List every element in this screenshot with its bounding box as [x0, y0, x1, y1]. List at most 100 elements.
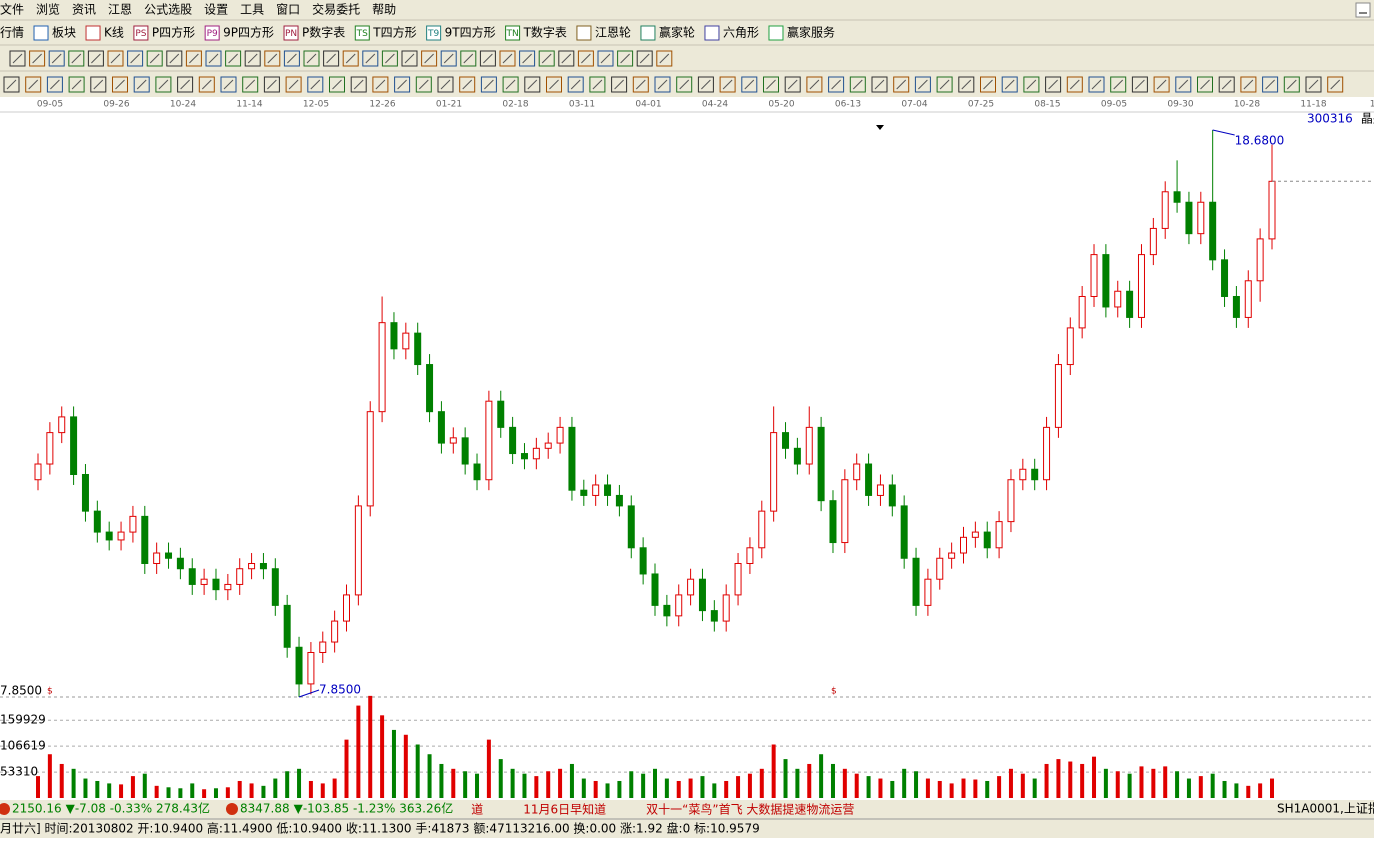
toolbar-icon[interactable] — [505, 25, 521, 41]
tool-button[interactable] — [3, 76, 20, 93]
tool-button[interactable] — [763, 76, 779, 93]
tool-button[interactable] — [828, 76, 845, 93]
tool-button[interactable] — [1045, 76, 1062, 93]
menu-item[interactable]: 窗口 — [276, 3, 300, 17]
tool-button[interactable] — [654, 76, 671, 93]
toolbar-label[interactable]: T四方形 — [372, 25, 416, 40]
menu-item[interactable]: 江恩 — [108, 3, 132, 17]
tool-button[interactable] — [155, 76, 172, 93]
tool-button[interactable] — [502, 76, 519, 93]
toolbar-label[interactable]: T数字表 — [523, 25, 567, 40]
tool-button[interactable] — [597, 50, 614, 67]
tool-button[interactable] — [1218, 76, 1235, 93]
tool-button[interactable] — [480, 76, 497, 93]
tool-button[interactable] — [741, 76, 758, 93]
tool-button[interactable] — [589, 76, 606, 93]
toolbar-icon[interactable] — [576, 25, 592, 41]
tool-button[interactable] — [1327, 76, 1344, 93]
tool-button[interactable] — [283, 50, 300, 67]
tool-button[interactable] — [263, 76, 280, 93]
menu-item[interactable]: 设置 — [204, 3, 228, 17]
menu-item[interactable]: 公式选股 — [144, 3, 192, 17]
tool-button[interactable] — [303, 50, 320, 67]
tool-button[interactable] — [437, 76, 454, 93]
menu-item[interactable]: 浏览 — [36, 2, 60, 17]
tool-button[interactable] — [611, 76, 628, 93]
tool-button[interactable] — [362, 50, 379, 67]
toolbar-label[interactable]: 六角形 — [723, 26, 759, 40]
tool-button[interactable] — [401, 50, 418, 67]
tool-button[interactable] — [48, 50, 65, 67]
tool-button[interactable] — [307, 76, 324, 93]
tool-button[interactable] — [146, 50, 163, 67]
tool-button[interactable] — [538, 50, 555, 67]
tool-button[interactable] — [1240, 76, 1257, 93]
tool-button[interactable] — [329, 76, 345, 93]
tool-button[interactable] — [980, 76, 996, 93]
tool-button[interactable] — [871, 76, 888, 93]
toolbar-label[interactable]: 行情 — [0, 26, 24, 40]
tool-button[interactable] — [1197, 76, 1213, 93]
tool-button[interactable] — [440, 50, 457, 67]
tool-button[interactable] — [133, 76, 150, 93]
tool-button[interactable] — [68, 76, 85, 93]
menu-item[interactable]: 帮助 — [372, 3, 396, 17]
tool-button[interactable] — [617, 50, 634, 67]
tool-button[interactable] — [285, 76, 302, 93]
tool-button[interactable] — [676, 76, 693, 93]
tool-button[interactable] — [177, 76, 194, 93]
tool-button[interactable] — [220, 76, 237, 93]
tool-button[interactable] — [205, 50, 222, 67]
toolbar-icon[interactable] — [85, 25, 101, 41]
tool-button[interactable] — [719, 76, 736, 93]
tool-button[interactable] — [1001, 76, 1018, 93]
toolbar-label[interactable]: P数字表 — [302, 25, 345, 40]
toolbar-icon[interactable] — [204, 25, 220, 41]
toolbar-icon[interactable] — [33, 25, 49, 41]
tool-button[interactable] — [1023, 76, 1040, 93]
tool-button[interactable] — [90, 76, 107, 93]
tool-button[interactable] — [519, 50, 536, 67]
tool-button[interactable] — [1088, 76, 1105, 93]
menu-item[interactable]: 资讯 — [72, 3, 96, 17]
tool-button[interactable] — [225, 50, 242, 67]
tool-button[interactable] — [381, 50, 398, 67]
tool-button[interactable] — [1175, 76, 1192, 93]
tool-button[interactable] — [697, 76, 714, 93]
tool-button[interactable] — [524, 76, 541, 93]
tool-button[interactable] — [1153, 76, 1170, 93]
toolbar-label[interactable]: 江恩轮 — [595, 26, 631, 40]
tool-button[interactable] — [656, 50, 673, 67]
window-button[interactable] — [1355, 2, 1371, 18]
tool-button[interactable] — [936, 76, 953, 93]
tool-button[interactable] — [372, 76, 389, 93]
menu-item[interactable]: 文件 — [0, 2, 24, 17]
tool-button[interactable] — [25, 76, 42, 93]
tool-button[interactable] — [1305, 76, 1322, 93]
tool-button[interactable] — [415, 76, 432, 93]
tool-button[interactable] — [244, 50, 261, 67]
toolbar-label[interactable]: P四方形 — [152, 25, 195, 40]
tool-button[interactable] — [479, 50, 496, 67]
tool-button[interactable] — [914, 76, 931, 93]
menu-item[interactable]: 工具 — [240, 3, 264, 17]
toolbar-icon[interactable] — [426, 25, 442, 41]
tool-button[interactable] — [87, 50, 104, 67]
toolbar-icon[interactable] — [768, 25, 784, 41]
tool-button[interactable] — [198, 76, 215, 93]
tool-button[interactable] — [1066, 76, 1083, 93]
tool-button[interactable] — [350, 76, 367, 93]
tool-button[interactable] — [460, 50, 477, 67]
tool-button[interactable] — [323, 50, 340, 67]
tool-button[interactable] — [546, 76, 562, 93]
tool-button[interactable] — [806, 76, 823, 93]
tool-button[interactable] — [185, 50, 202, 67]
tool-button[interactable] — [264, 50, 281, 67]
toolbar-icon[interactable] — [133, 25, 149, 41]
tool-button[interactable] — [107, 50, 124, 67]
tool-button[interactable] — [632, 76, 649, 93]
toolbar-icon[interactable] — [283, 25, 299, 41]
tool-button[interactable] — [459, 76, 476, 93]
tool-button[interactable] — [958, 76, 975, 93]
tool-button[interactable] — [893, 76, 910, 93]
